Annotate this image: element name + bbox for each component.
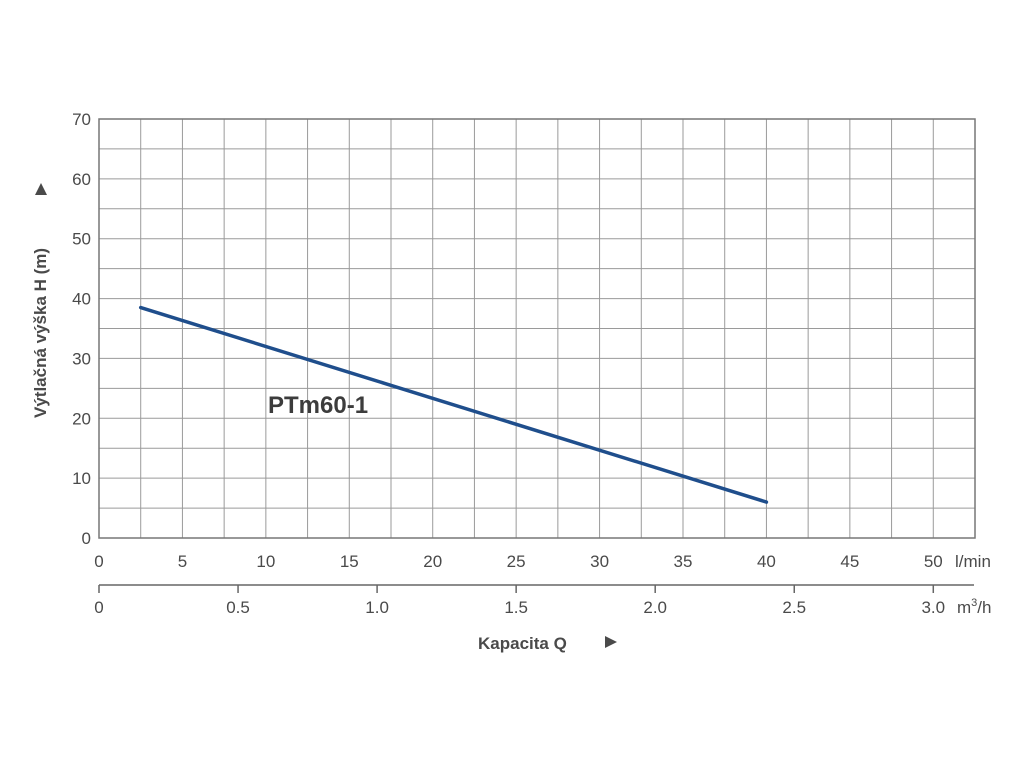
x-secondary-tick-label: 2.0 (643, 598, 667, 617)
x-primary-tick-label: 10 (256, 552, 275, 571)
x-primary-tick-label: 5 (178, 552, 187, 571)
x-primary-tick-label: 15 (340, 552, 359, 571)
x-primary-tick-label: 20 (423, 552, 442, 571)
y-tick-label: 70 (72, 110, 91, 129)
x-primary-tick-label: 0 (94, 552, 103, 571)
x-secondary-tick-label: 3.0 (921, 598, 945, 617)
x-secondary-tick-label: 0.5 (226, 598, 250, 617)
x-primary-tick-label: 25 (507, 552, 526, 571)
x-primary-tick-labels: 0 5 10 15 20 25 30 35 40 45 50 (94, 552, 942, 571)
y-tick-label: 0 (82, 529, 91, 548)
x-secondary-tick-label: 0 (94, 598, 103, 617)
plot-frame (98, 118, 976, 539)
x-secondary-tick-label: 1.0 (365, 598, 389, 617)
x-primary-unit: l/min (955, 552, 991, 571)
x-secondary-tick-label: 1.5 (504, 598, 528, 617)
y-tick-label: 30 (72, 349, 91, 368)
grid (98, 118, 976, 539)
y-tick-label: 10 (72, 469, 91, 488)
y-axis-arrow-icon (35, 183, 47, 195)
x-primary-tick-label: 40 (757, 552, 776, 571)
y-tick-label: 40 (72, 290, 91, 309)
x-secondary-unit: m3/h (957, 597, 991, 617)
x-primary-tick-label: 35 (674, 552, 693, 571)
x-primary-tick-label: 30 (590, 552, 609, 571)
x-secondary-tick-label: 2.5 (782, 598, 806, 617)
series-layer (138, 305, 769, 504)
x-primary-tick-label: 45 (840, 552, 859, 571)
y-axis-title: Výtlačná výška H (m) (31, 248, 50, 418)
x-axis-arrow-icon (605, 636, 617, 648)
series-label: PTm60-1 (268, 392, 368, 419)
x-primary-tick-label: 50 (924, 552, 943, 571)
y-tick-label: 20 (72, 409, 91, 428)
y-tick-label: 50 (72, 230, 91, 249)
y-tick-label: 60 (72, 170, 91, 189)
y-tick-labels: 0 10 20 30 40 50 60 70 (72, 110, 91, 548)
series-line (138, 305, 769, 504)
x-axis-title: Kapacita Q (478, 634, 567, 653)
x-secondary-axis: 0 0.5 1.0 1.5 2.0 2.5 3.0 (94, 584, 974, 617)
